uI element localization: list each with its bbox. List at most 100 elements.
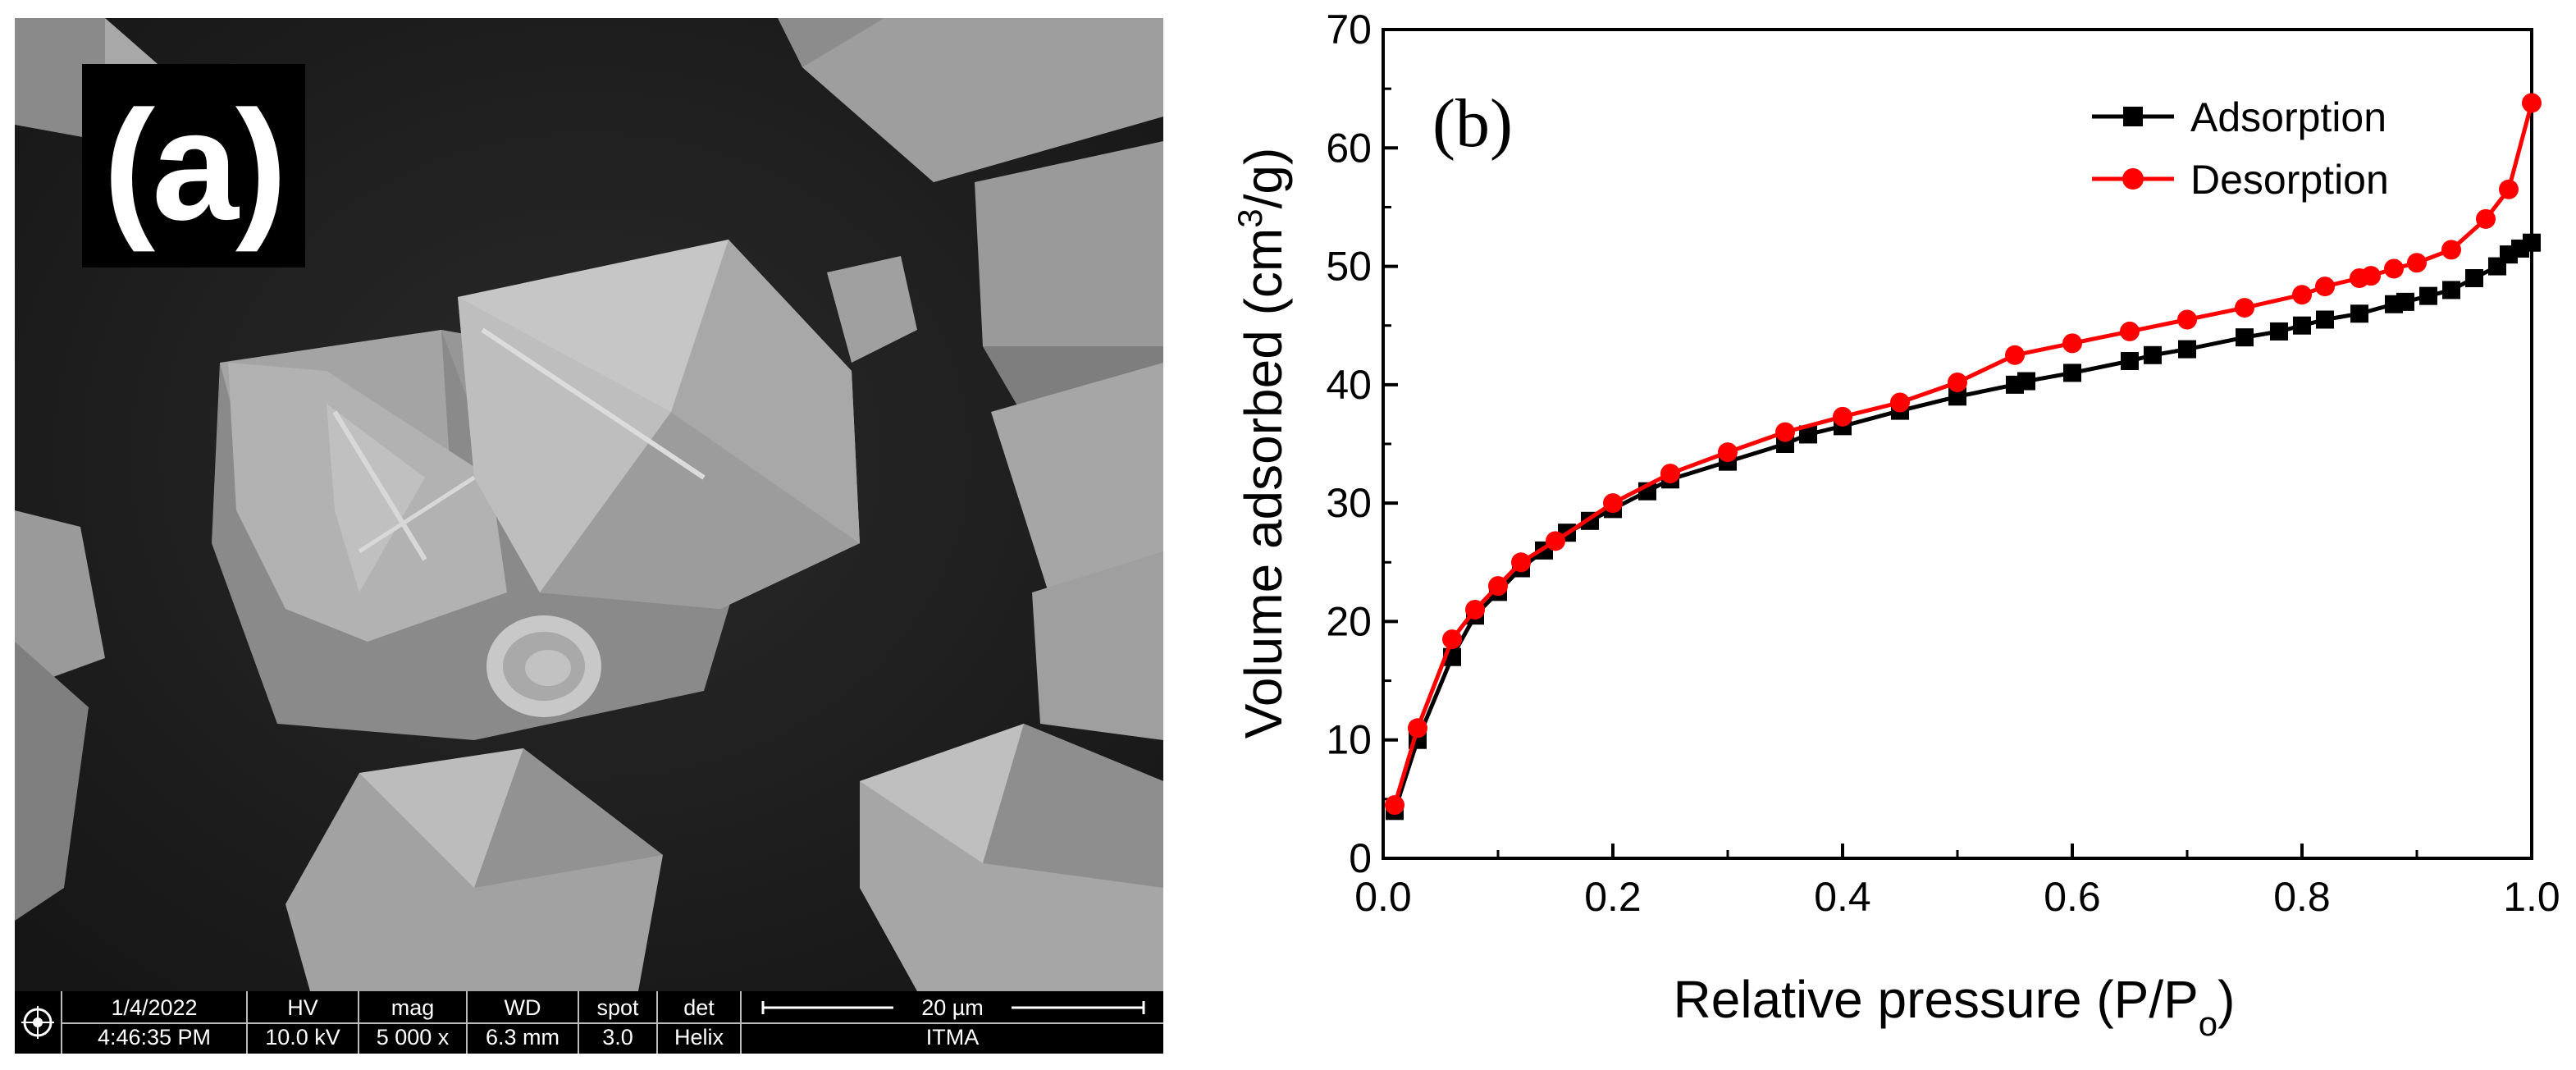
data-point-desorption (1603, 493, 1623, 514)
scale-bar (761, 995, 1145, 1019)
date-time-cell: 1/4/2022 4:46:35 PM (62, 991, 248, 1054)
data-point-adsorption (2419, 286, 2437, 305)
x-tick-label: 0.8 (2273, 874, 2331, 920)
fei-logo-cell (15, 991, 62, 1054)
fei-logo-icon (21, 1006, 54, 1039)
y-axis: 0 10 20 30 40 50 60 70 (1326, 7, 1398, 881)
x-axis: 0.0 0.2 0.4 0.6 0.8 1.0 (1354, 844, 2560, 920)
scale-label: 20 µm (921, 995, 984, 1020)
data-point-adsorption (2396, 292, 2414, 311)
plot-frame (1382, 28, 2533, 860)
data-point-desorption (2441, 240, 2461, 260)
data-point-desorption (2476, 208, 2496, 229)
y-tick-label: 50 (1326, 244, 1372, 290)
y-tick-label: 0 (1349, 835, 1372, 881)
mag-cell: mag 5 000 x (359, 991, 468, 1054)
legend-marker-desorption (2122, 168, 2144, 190)
y-tick-label: 20 (1326, 598, 1372, 644)
y-tick-label: 30 (1326, 480, 1372, 526)
data-point-desorption (2062, 333, 2082, 354)
x-tick-label: 0.0 (1354, 874, 1412, 920)
det-label: det (683, 995, 715, 1020)
data-point-desorption (2235, 298, 2254, 318)
sem-image-panel: (a) 1/4/2022 4:46:35 PM HV 10.0 kV mag 5… (15, 18, 1163, 1054)
institution-text: ITMA (925, 1025, 980, 1049)
legend-label-desorption: Desorption (2190, 157, 2389, 203)
data-point-adsorption (2270, 322, 2288, 341)
wd-cell: WD 6.3 mm (468, 991, 579, 1054)
panel-b-label: (b) (1432, 85, 1513, 162)
time-text: 4:46:35 PM (97, 1025, 212, 1049)
y-tick-label: 70 (1326, 7, 1372, 53)
data-point-desorption (1442, 629, 1462, 650)
wd-label: WD (504, 995, 541, 1020)
sem-micrograph (15, 18, 1163, 991)
sem-info-bar: 1/4/2022 4:46:35 PM HV 10.0 kV mag 5 000… (15, 991, 1163, 1054)
data-point-desorption (2361, 266, 2381, 286)
x-tick-label: 1.0 (2503, 874, 2560, 920)
data-point-adsorption (2017, 372, 2035, 391)
data-point-desorption (1465, 600, 1485, 620)
isotherm-chart: 0 10 20 30 40 50 60 70 0.0 0.2 0.4 0.6 0.8 1.0 (b) A… (1231, 7, 2560, 1043)
panel-a-label: (a) (82, 64, 305, 268)
data-point-adsorption (2523, 233, 2541, 252)
legend-marker-adsorption (2123, 107, 2143, 126)
data-point-desorption (2292, 285, 2312, 305)
legend: Adsorption Desorption (2092, 94, 2389, 203)
data-point-desorption (1408, 718, 1427, 738)
data-point-desorption (1385, 795, 1404, 816)
data-point-desorption (1660, 464, 1680, 484)
data-point-adsorption (2144, 345, 2162, 364)
y-axis-title: Volume adsorbed (cm3/g) (1231, 148, 1293, 739)
spot-cell: spot 3.0 (579, 991, 658, 1054)
data-point-adsorption (1948, 387, 1966, 406)
data-point-desorption (1511, 552, 1531, 573)
data-point-adsorption (2293, 316, 2311, 335)
legend-label-adsorption: Adsorption (2190, 94, 2386, 140)
data-point-desorption (2120, 321, 2140, 341)
data-point-adsorption (2236, 328, 2254, 347)
plot-area (1382, 28, 2533, 860)
x-tick-label: 0.4 (1814, 874, 1871, 920)
data-point-adsorption (2063, 364, 2081, 382)
data-point-adsorption (2442, 281, 2460, 300)
scale-cell: 20 µm ITMA (742, 991, 1163, 1054)
det-value: Helix (674, 1025, 724, 1049)
x-tick-label: 0.6 (2044, 874, 2101, 920)
data-point-adsorption (2316, 310, 2334, 329)
data-point-desorption (2499, 179, 2519, 199)
series-line-desorption (1392, 102, 2534, 806)
wd-value: 6.3 mm (485, 1025, 560, 1049)
data-point-adsorption (2350, 304, 2368, 323)
data-point-desorption (2315, 277, 2335, 297)
data-point-desorption (2005, 345, 2025, 365)
spot-label: spot (596, 995, 639, 1020)
data-point-desorption (1833, 406, 1852, 427)
data-point-adsorption (1799, 425, 1817, 444)
data-point-desorption (1890, 392, 1910, 413)
data-point-adsorption (2121, 352, 2139, 370)
mag-label: mag (391, 995, 435, 1020)
hv-label: HV (287, 995, 318, 1020)
series-group (1385, 93, 2542, 821)
data-point-adsorption (2178, 340, 2196, 359)
hv-value: 10.0 kV (265, 1025, 340, 1049)
data-point-desorption (2177, 309, 2197, 330)
data-point-adsorption (2465, 269, 2483, 287)
data-point-desorption (2522, 93, 2542, 113)
data-point-desorption (2407, 253, 2427, 273)
data-point-desorption (2384, 258, 2404, 279)
x-tick-label: 0.2 (1584, 874, 1642, 920)
data-point-desorption (1488, 576, 1508, 597)
x-axis-title: Relative pressure (P/Po) (1674, 970, 2236, 1043)
mag-value: 5 000 x (376, 1025, 450, 1049)
spot-value: 3.0 (602, 1025, 633, 1049)
data-point-desorption (1546, 531, 1565, 551)
date-text: 1/4/2022 (111, 995, 198, 1020)
y-tick-label: 40 (1326, 362, 1372, 408)
data-point-desorption (1718, 442, 1738, 463)
data-point-desorption (1948, 372, 1967, 392)
y-tick-label: 10 (1326, 717, 1372, 763)
info-bar-divider (62, 1022, 1163, 1024)
data-point-desorption (1775, 422, 1795, 442)
